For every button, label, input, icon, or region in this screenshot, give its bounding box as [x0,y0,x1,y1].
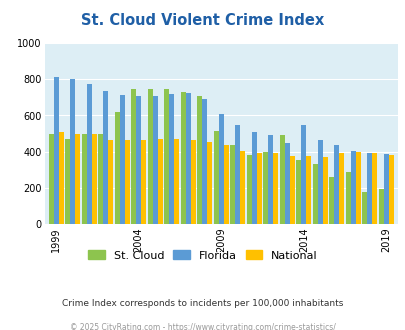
Bar [197,96,202,224]
Bar [305,156,311,224]
Bar [378,189,383,224]
Bar [103,91,108,224]
Bar [263,152,268,224]
Bar [388,155,393,224]
Bar [141,140,146,224]
Bar [367,153,371,224]
Bar [371,153,376,224]
Bar [223,146,228,224]
Bar [65,139,70,224]
Bar [152,95,157,224]
Bar [296,160,301,224]
Bar [284,143,289,224]
Bar [345,172,350,224]
Bar [322,157,327,224]
Bar [174,139,179,224]
Legend: St. Cloud, Florida, National: St. Cloud, Florida, National [83,246,322,265]
Bar [131,89,136,224]
Bar [115,112,119,224]
Bar [185,93,190,224]
Bar [53,77,59,224]
Bar [59,132,64,224]
Bar [157,139,162,224]
Bar [218,114,223,224]
Bar [317,140,322,224]
Bar [213,131,218,224]
Bar [49,134,53,224]
Bar [207,142,212,224]
Bar [235,125,240,224]
Bar [164,89,169,224]
Bar [87,84,92,224]
Bar [108,140,113,224]
Bar [147,89,152,224]
Bar [383,154,388,224]
Bar [339,153,343,224]
Bar [256,153,261,224]
Bar [81,134,87,224]
Bar [246,154,251,224]
Bar [180,92,185,224]
Text: © 2025 CityRating.com - https://www.cityrating.com/crime-statistics/: © 2025 CityRating.com - https://www.city… [70,323,335,330]
Bar [362,192,367,224]
Bar [98,134,103,224]
Bar [328,177,333,224]
Bar [230,146,235,224]
Bar [350,151,355,224]
Bar [289,156,294,224]
Bar [279,135,284,224]
Bar [301,125,305,224]
Bar [202,99,207,224]
Bar [70,79,75,224]
Text: Crime Index corresponds to incidents per 100,000 inhabitants: Crime Index corresponds to incidents per… [62,299,343,308]
Bar [333,146,339,224]
Bar [312,164,317,224]
Bar [268,135,273,224]
Bar [273,153,277,224]
Bar [136,95,141,224]
Bar [240,151,245,224]
Bar [169,94,174,224]
Bar [190,140,195,224]
Bar [75,134,80,224]
Text: St. Cloud Violent Crime Index: St. Cloud Violent Crime Index [81,13,324,28]
Bar [119,95,124,224]
Bar [124,140,129,224]
Bar [251,132,256,224]
Bar [92,134,96,224]
Bar [355,152,360,224]
